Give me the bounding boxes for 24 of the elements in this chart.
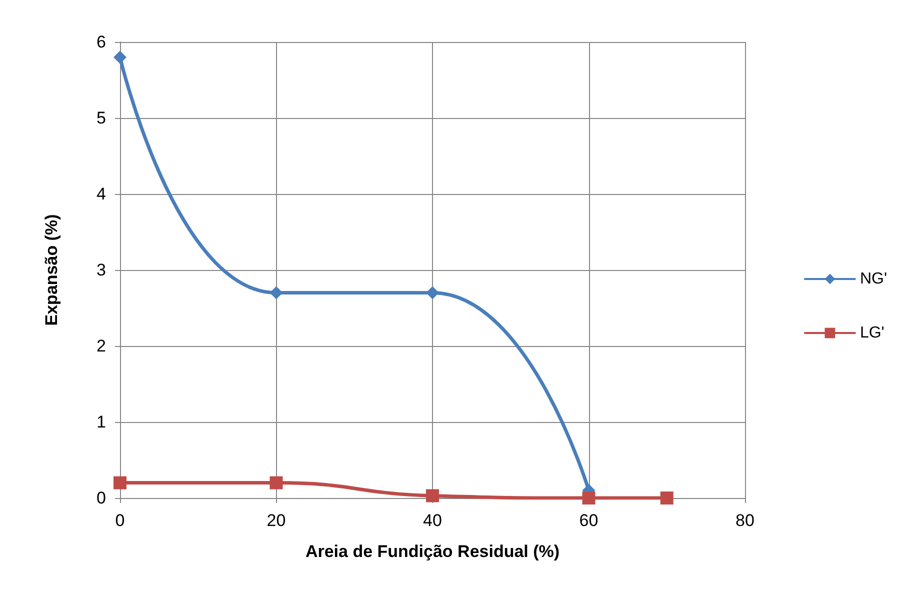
y-axis-title: Expansão (%) [42,214,61,326]
x-tick-label: 20 [266,511,286,530]
y-tick-label: 0 [96,488,106,508]
point [426,489,439,502]
point [114,50,126,64]
point [660,492,674,504]
y-tick-label: 5 [96,108,106,128]
point [582,492,596,504]
x-tick-label: 40 [423,511,442,530]
point [114,476,126,490]
y-tick-label: 4 [96,184,106,204]
y-tick-label: 2 [96,336,106,356]
legend-label: LG' [860,324,884,342]
legend-label: NG' [860,270,888,288]
point [270,286,283,300]
x-axis-title: Areia de Fundição Residual (%) [305,542,560,561]
y-tick-label: 1 [96,412,106,432]
y-tick-label: 3 [96,260,106,280]
y-tick-label: 6 [96,32,106,52]
point [426,286,439,300]
x-tick-label: 80 [736,511,754,530]
x-tick-label: 60 [579,511,598,530]
x-tick-label: 0 [115,511,125,530]
point [270,476,283,490]
